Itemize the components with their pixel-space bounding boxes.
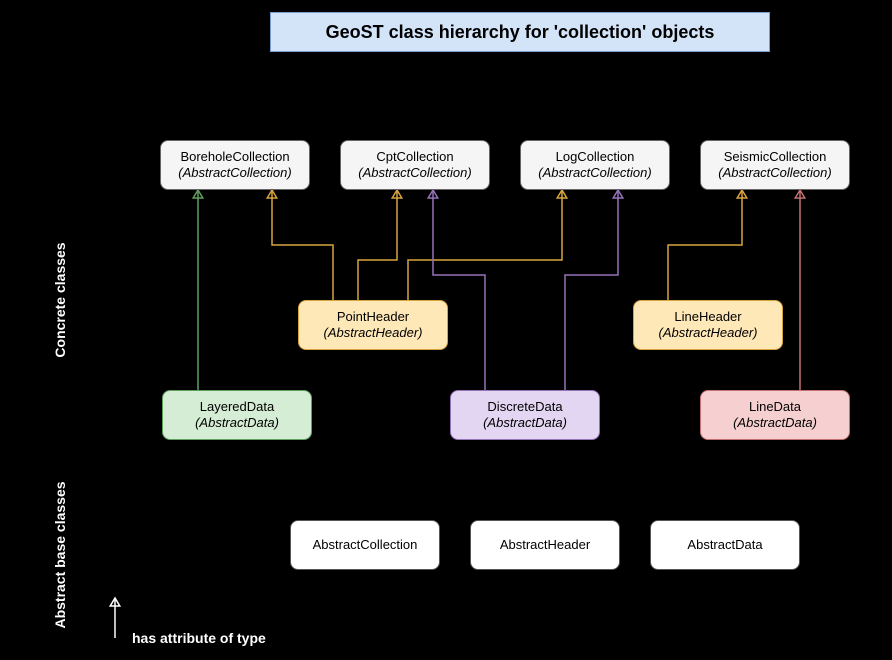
- node-cpt-collection: CptCollection (AbstractCollection): [340, 140, 490, 190]
- node-layered-data: LayeredData (AbstractData): [162, 390, 312, 440]
- side-label-abstract: Abstract base classes: [52, 481, 68, 628]
- node-log-collection: LogCollection (AbstractCollection): [520, 140, 670, 190]
- node-line-header: LineHeader (AbstractHeader): [633, 300, 783, 350]
- node-borehole-collection: BoreholeCollection (AbstractCollection): [160, 140, 310, 190]
- legend-label: has attribute of type: [132, 630, 266, 646]
- node-abstract-collection: AbstractCollection: [290, 520, 440, 570]
- node-point-header: PointHeader (AbstractHeader): [298, 300, 448, 350]
- node-discrete-data: DiscreteData (AbstractData): [450, 390, 600, 440]
- node-abstract-header: AbstractHeader: [470, 520, 620, 570]
- node-abstract-data: AbstractData: [650, 520, 800, 570]
- side-label-concrete: Concrete classes: [52, 242, 68, 357]
- diagram-title: GeoST class hierarchy for 'collection' o…: [270, 12, 770, 52]
- node-seismic-collection: SeismicCollection (AbstractCollection): [700, 140, 850, 190]
- diagram-title-text: GeoST class hierarchy for 'collection' o…: [326, 22, 715, 43]
- node-line-data: LineData (AbstractData): [700, 390, 850, 440]
